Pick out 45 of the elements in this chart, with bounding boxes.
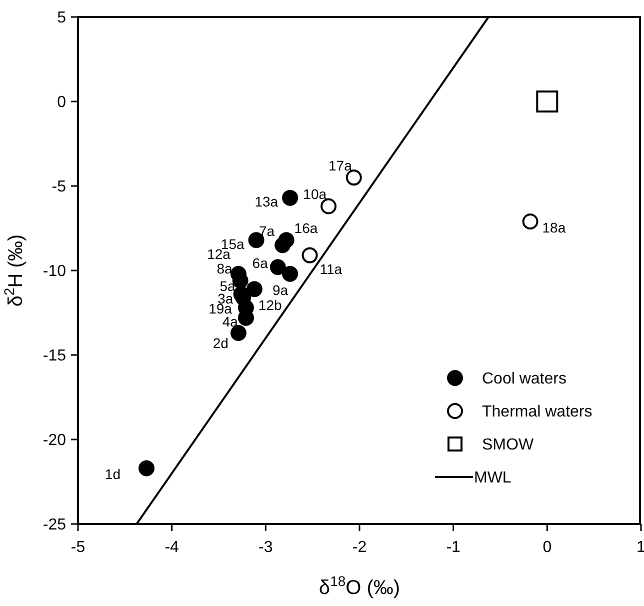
x-tick-label: -1	[446, 539, 461, 556]
annotation: 7a	[258, 223, 275, 240]
annotation: 11a	[320, 261, 342, 278]
annotation: 18a	[542, 219, 566, 236]
point	[270, 259, 286, 276]
annotation: 17a	[328, 157, 352, 174]
annotation: 12b	[258, 296, 282, 313]
point	[302, 247, 318, 264]
y-tick-label: 0	[57, 94, 66, 112]
annotation: 1d	[104, 466, 120, 482]
y-tick-label: 5	[57, 10, 66, 27]
point	[282, 266, 298, 282]
x-tick-label: -5	[70, 539, 86, 556]
legend-label: MWL	[474, 470, 512, 487]
annotation: 2d	[212, 334, 228, 351]
x-tick-label: -3	[258, 539, 273, 556]
y-tick-label: -25	[42, 516, 66, 534]
point	[230, 325, 246, 342]
point	[138, 460, 154, 476]
annotation: 13a	[254, 194, 278, 210]
point	[278, 232, 294, 248]
legend-label: SMOW	[482, 436, 534, 454]
annotation: 8a	[216, 260, 233, 277]
x-axis-title: δ$^{18}$O (‰)	[318, 573, 400, 599]
y-tick-label: -15	[42, 348, 66, 365]
annotation: 5a	[220, 278, 236, 294]
x-tick-label: -2	[352, 539, 367, 556]
y-tick-label: -20	[42, 432, 66, 450]
point	[522, 213, 538, 230]
y-tick-label: -5	[52, 178, 66, 196]
point	[536, 90, 558, 112]
point	[282, 190, 298, 206]
point	[346, 170, 362, 186]
annotation: 16a	[294, 220, 318, 236]
annotation: 6a	[252, 255, 268, 272]
legend-label: Cool waters	[482, 370, 566, 388]
x-tick-label: 0	[542, 539, 552, 556]
x-tick-label: -4	[164, 539, 180, 556]
annotation: 4a	[222, 314, 238, 330]
annotation: 10a	[303, 186, 327, 202]
legend-label: Thermal waters	[482, 404, 592, 421]
y-tick-label: -10	[42, 263, 66, 280]
point	[320, 198, 337, 214]
point	[246, 281, 262, 298]
annotation: 9a	[272, 282, 288, 298]
